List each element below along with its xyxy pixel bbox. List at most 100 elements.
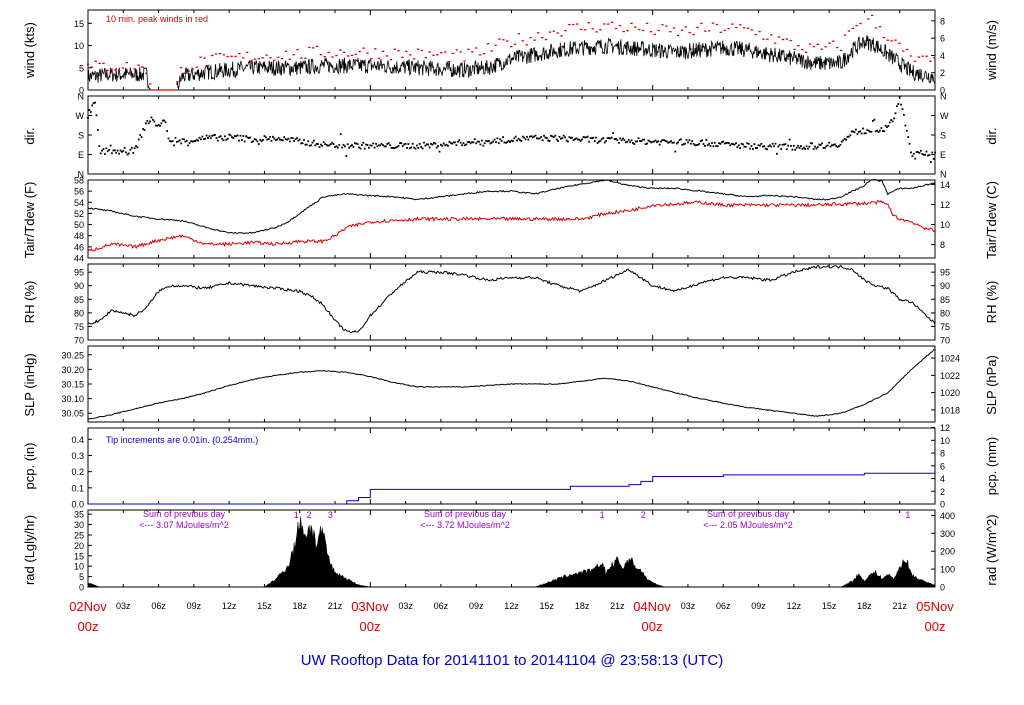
dir-point: [88, 109, 91, 111]
pcp-y2-tick-label: 4: [940, 474, 945, 484]
panel-temp: Tair/Tdew (F) Tair/Tdew (C) 44 4648505254…: [22, 176, 999, 264]
dir-point: [136, 146, 139, 149]
dir-point: [859, 130, 862, 133]
dir-point: [588, 140, 590, 143]
slp-series-line: [87, 348, 936, 420]
rad-marker-label: 2: [641, 510, 646, 520]
dir-point: [526, 135, 528, 138]
x-hour-tick-label: 21z: [328, 601, 343, 611]
dir-point: [824, 147, 826, 149]
dir-point: [156, 124, 159, 127]
dir-point: [246, 136, 249, 139]
x-hour-tick-label: 21z: [610, 601, 625, 611]
dir-point: [293, 140, 295, 142]
dir-point: [648, 140, 651, 143]
dir-point: [838, 145, 840, 148]
dir-point: [822, 147, 825, 149]
wind-series-line: [87, 66, 151, 90]
dir-point: [722, 140, 725, 143]
dir-point: [749, 147, 751, 150]
dir-point: [444, 144, 447, 147]
dir-point: [691, 140, 694, 142]
wind-y2-tick-label: 8: [940, 16, 945, 26]
dir-point: [877, 131, 880, 133]
dir-point: [255, 138, 257, 141]
dir-point: [409, 147, 411, 150]
dir-point: [387, 142, 390, 144]
pcp-y-tick-label: 0.0: [71, 500, 84, 510]
dir-point: [529, 135, 531, 138]
wind-y2-tick-label: 6: [940, 34, 945, 44]
rh-y2-tick-label: 90: [940, 281, 950, 291]
dir-point: [198, 136, 201, 139]
dir-point: [365, 143, 367, 146]
dir-point: [115, 151, 118, 154]
wind-y-tick-label: 10: [74, 41, 84, 51]
dir-point: [386, 143, 389, 145]
dir-point: [421, 147, 424, 150]
dir-y2-tick-label: N: [940, 92, 947, 102]
dir-point: [585, 136, 588, 139]
dir-point: [321, 144, 324, 147]
dir-point: [303, 139, 305, 141]
dir-point: [270, 139, 273, 142]
dir-point: [846, 135, 849, 138]
dir-point: [447, 144, 449, 147]
dir-point: [348, 146, 351, 149]
dir-point: [286, 138, 288, 141]
dir-point: [250, 141, 253, 143]
dir-point: [759, 144, 761, 147]
dir-point: [808, 145, 811, 148]
dir-point: [816, 146, 819, 148]
dir-point: [101, 149, 103, 152]
tdew-series-line: [87, 200, 936, 252]
dir-point: [873, 118, 876, 121]
dir-point: [407, 143, 410, 145]
dir-point: [687, 141, 689, 144]
dir-point: [680, 138, 682, 141]
dir-point: [307, 140, 310, 143]
dir-point: [692, 142, 695, 145]
dir-point: [226, 137, 229, 140]
dir-point: [605, 140, 607, 142]
dir-point: [534, 134, 537, 137]
temp-y-tick-label: 48: [74, 231, 84, 241]
dir-point: [912, 152, 915, 155]
dir-point: [245, 135, 247, 138]
dir-point: [143, 129, 146, 131]
dir-point: [157, 124, 160, 126]
dir-point: [102, 148, 105, 150]
dir-point: [98, 145, 101, 147]
rad-y-tick-label: 5: [79, 572, 84, 582]
dir-point: [385, 145, 387, 148]
dir-point: [773, 145, 775, 148]
dir-point: [170, 140, 173, 143]
dir-point: [433, 142, 435, 144]
dir-point: [166, 130, 168, 132]
dir-point: [763, 145, 766, 147]
dir-point: [737, 144, 740, 147]
dir-point: [184, 140, 187, 143]
dir-point: [905, 129, 908, 132]
dir-point: [279, 138, 281, 141]
dir-point: [624, 141, 627, 144]
dir-point: [852, 130, 854, 133]
dir-point: [567, 140, 569, 143]
dir-point: [809, 142, 812, 145]
dir-point: [708, 142, 710, 145]
dir-point: [632, 142, 634, 144]
dir-point: [417, 147, 420, 149]
wind-y2-tick-label: 4: [940, 51, 945, 61]
dir-point: [777, 145, 780, 148]
dir-point: [551, 135, 554, 138]
dir-point: [907, 136, 910, 138]
dir-point: [224, 135, 226, 138]
dir-point: [212, 134, 215, 137]
panel-pcp: pcp. (in) pcp. (mm) Tip increments are 0…: [22, 423, 999, 509]
dir-point: [688, 139, 691, 142]
dir-point: [776, 152, 778, 155]
dir-point: [389, 144, 391, 147]
dir-point: [464, 144, 466, 147]
dir-point: [807, 147, 809, 150]
dir-point: [664, 139, 667, 142]
